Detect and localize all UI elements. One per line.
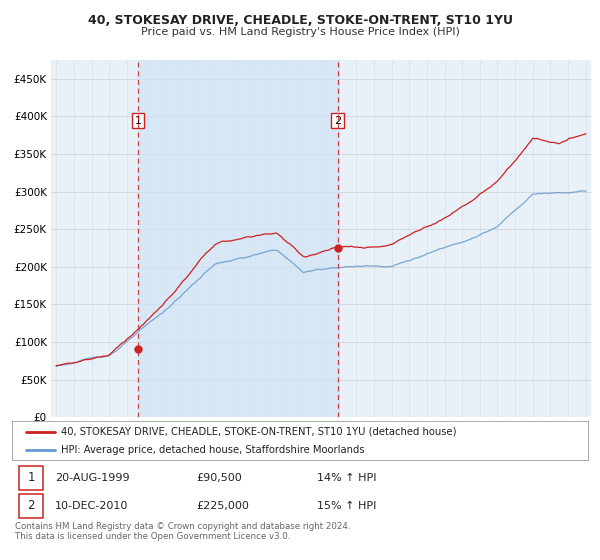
Text: HPI: Average price, detached house, Staffordshire Moorlands: HPI: Average price, detached house, Staf…: [61, 445, 365, 455]
Text: 10-DEC-2010: 10-DEC-2010: [55, 501, 128, 511]
Text: £90,500: £90,500: [196, 473, 242, 483]
Text: Price paid vs. HM Land Registry's House Price Index (HPI): Price paid vs. HM Land Registry's House …: [140, 27, 460, 37]
Text: 20-AUG-1999: 20-AUG-1999: [55, 473, 130, 483]
FancyBboxPatch shape: [19, 466, 43, 490]
Text: 15% ↑ HPI: 15% ↑ HPI: [317, 501, 377, 511]
Text: Contains HM Land Registry data © Crown copyright and database right 2024.: Contains HM Land Registry data © Crown c…: [15, 522, 350, 531]
Bar: [138, 60, 338, 417]
Text: 2: 2: [334, 116, 341, 125]
Text: 40, STOKESAY DRIVE, CHEADLE, STOKE-ON-TRENT, ST10 1YU (detached house): 40, STOKESAY DRIVE, CHEADLE, STOKE-ON-TR…: [61, 427, 457, 437]
Text: 14% ↑ HPI: 14% ↑ HPI: [317, 473, 377, 483]
FancyBboxPatch shape: [19, 494, 43, 518]
Text: This data is licensed under the Open Government Licence v3.0.: This data is licensed under the Open Gov…: [15, 532, 290, 541]
Text: 40, STOKESAY DRIVE, CHEADLE, STOKE-ON-TRENT, ST10 1YU: 40, STOKESAY DRIVE, CHEADLE, STOKE-ON-TR…: [88, 14, 512, 27]
Text: 1: 1: [134, 116, 142, 125]
Text: £225,000: £225,000: [196, 501, 249, 511]
Text: 2: 2: [27, 500, 35, 512]
Text: 1: 1: [27, 472, 35, 484]
